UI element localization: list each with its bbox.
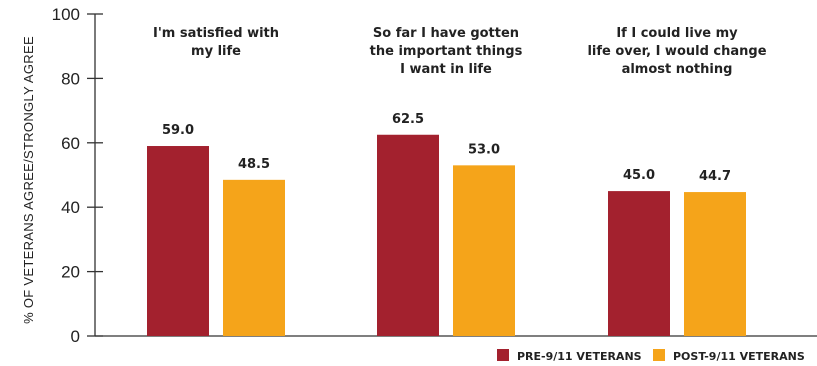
legend: PRE-9/11 VETERANS POST-9/11 VETERANS [497, 349, 805, 363]
data-label: 59.0 [162, 123, 194, 138]
bar-post-911 [223, 179, 285, 336]
y-tick-label: 100 [52, 5, 80, 24]
category-label-line: almost nothing [622, 62, 733, 77]
category-label: If I could live my life over, I would cha… [587, 26, 766, 77]
value-labels: 59.0 62.5 45.0 48.5 53.0 44.7 [162, 112, 731, 184]
data-label: 62.5 [392, 112, 424, 127]
category-label-line: So far I have gotten [373, 26, 519, 41]
bar-pre-911 [377, 134, 439, 336]
data-label: 44.7 [699, 169, 731, 184]
y-tick-label: 0 [71, 327, 80, 346]
y-axis-ticks: 0 20 40 60 80 100 [52, 5, 103, 346]
bar-pre-911 [608, 191, 670, 336]
legend-swatch [653, 349, 665, 361]
bar-post-911 [684, 192, 746, 336]
y-tick-label: 60 [61, 134, 80, 153]
y-axis-label: % OF VETERANS AGREE/STRONGLY AGREE [21, 36, 36, 324]
bars [147, 134, 746, 336]
category-label-line: If I could live my [616, 26, 738, 41]
data-label: 48.5 [238, 157, 270, 172]
y-axis-title: % OF VETERANS AGREE/STRONGLY AGREE [21, 36, 36, 324]
legend-label: PRE-9/11 VETERANS [517, 350, 642, 363]
y-tick-label: 80 [61, 69, 80, 88]
category-label: I'm satisfied with my life [153, 26, 279, 59]
category-label-line: my life [191, 44, 241, 59]
category-label-line: I'm satisfied with [153, 26, 279, 41]
data-label: 53.0 [468, 142, 500, 157]
legend-swatch [497, 349, 509, 361]
category-label: So far I have gotten the important things… [370, 26, 523, 77]
data-label: 45.0 [623, 168, 655, 183]
bar-pre-911 [147, 146, 209, 336]
category-labels: I'm satisfied with my life So far I have g… [153, 26, 767, 77]
category-label-line: the important things [370, 44, 523, 59]
category-label-line: I want in life [400, 62, 492, 77]
category-label-line: life over, I would change [587, 44, 766, 59]
legend-label: POST-9/11 VETERANS [673, 350, 805, 363]
y-tick-label: 20 [61, 263, 80, 282]
bar-post-911 [453, 165, 515, 336]
y-tick-label: 40 [61, 198, 80, 217]
